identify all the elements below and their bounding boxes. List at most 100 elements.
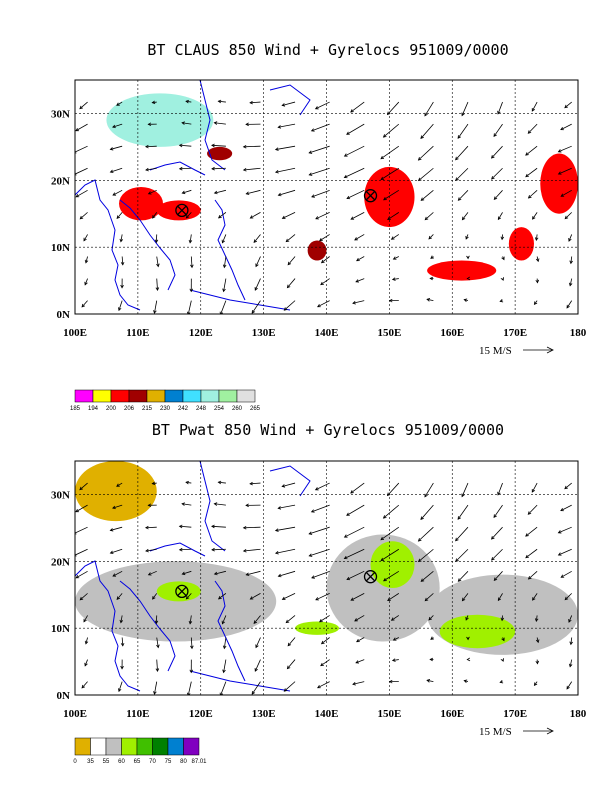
panel-2-y-tick: 20N bbox=[51, 556, 70, 568]
panel-1-wind-vector bbox=[500, 234, 505, 241]
panel-1-region-1 bbox=[156, 200, 201, 221]
panel-2-wind-vector bbox=[154, 615, 159, 625]
panel-1-wind-vector bbox=[222, 256, 227, 269]
panel-2-wind-vector bbox=[155, 659, 160, 672]
panel-2-wind-vector bbox=[147, 503, 157, 508]
panel-1-wind-vector bbox=[527, 190, 538, 199]
panel-1-wind-vector bbox=[188, 234, 193, 244]
panel-1-colorbar-swatch bbox=[110, 389, 130, 403]
panel-1-wind-vector bbox=[343, 145, 365, 157]
panel-1-wind-vector bbox=[116, 101, 123, 106]
panel-2-gyre-markers bbox=[175, 570, 378, 599]
panel-2-wind-vector bbox=[527, 571, 538, 580]
panel-2-wind-vector bbox=[557, 526, 572, 534]
panel-1-wind-vector bbox=[109, 145, 123, 151]
panel-1-wind-vector bbox=[274, 167, 296, 174]
panel-2-colorbar-swatch bbox=[105, 737, 122, 756]
panel-2-wind-vector bbox=[311, 570, 330, 579]
panel-2-wind-vector bbox=[109, 526, 123, 532]
panel-2-wind-vector bbox=[525, 548, 538, 559]
panel-1-wind-vector bbox=[118, 300, 123, 312]
panel-2-wind-vector bbox=[497, 593, 503, 602]
panel-2-wind-vector bbox=[242, 525, 261, 530]
panel-2-region-4 bbox=[370, 541, 415, 589]
panel-2-x-tick: 160E bbox=[440, 708, 464, 720]
panel-2-wind-vector bbox=[281, 482, 296, 488]
panel-1-wind-vector bbox=[356, 256, 365, 262]
panel-1-wind-vector bbox=[221, 234, 227, 244]
panel-1-colorbar-label: 206 bbox=[124, 406, 135, 412]
panel-1-wind-vector bbox=[81, 300, 88, 308]
panel-1-wind-vector bbox=[493, 123, 503, 137]
panel-1-wind-vector bbox=[390, 234, 400, 240]
panel-1-wind-vector bbox=[281, 212, 296, 219]
panel-1-wind-vector bbox=[534, 234, 539, 241]
panel-1-colorbar-swatch bbox=[200, 389, 220, 403]
panel-1-wind-vector bbox=[428, 234, 434, 240]
panel-2-wind-vector bbox=[320, 637, 330, 645]
panel-1-wind-vector bbox=[317, 300, 330, 308]
panel-2-wind-vector bbox=[461, 593, 469, 602]
panel-1-wind-vector bbox=[491, 145, 503, 159]
panel-2-wind-vector bbox=[424, 593, 434, 602]
panel-2-wind-vector bbox=[534, 615, 539, 622]
panel-2-wind-vector bbox=[213, 502, 226, 506]
panel-1-wind-vector bbox=[566, 300, 573, 309]
panel-1-wind-vector bbox=[429, 276, 434, 281]
panel-1-wind-vector bbox=[392, 256, 399, 260]
panel-1-wind-vector bbox=[457, 123, 469, 139]
panel-1-wind-vector bbox=[155, 278, 160, 291]
panel-2-x-tick: 140E bbox=[315, 708, 339, 720]
panel-1-wind-vector bbox=[79, 101, 88, 110]
panel-1-wind-vector bbox=[253, 234, 261, 244]
panel-1-wind-vector bbox=[285, 234, 296, 243]
panel-2-wind-vector bbox=[320, 659, 330, 667]
panel-1-x-tick: 170E bbox=[503, 327, 527, 339]
panel-1-wind-vector bbox=[531, 101, 538, 112]
panel-2-region-0 bbox=[75, 461, 157, 522]
panel-2-wind-vector bbox=[532, 593, 538, 601]
panel-1-y-tick: 0N bbox=[57, 309, 71, 321]
panel-2-x-tick: 180 bbox=[570, 708, 587, 720]
panel-1-wind-vector bbox=[310, 123, 330, 132]
panel-1-wind-vector bbox=[568, 234, 573, 242]
panel-2-wind-vector bbox=[466, 636, 470, 641]
panel-2-x-ticks: 100E 110E 120E 130E 140E 150E 160E 170E 180 bbox=[63, 708, 587, 720]
panel-1-wind-vector bbox=[346, 123, 365, 135]
panel-2-colorbar-swatch bbox=[152, 737, 169, 756]
panel-2-wind-vector bbox=[356, 637, 365, 643]
panel-2-wind-vector bbox=[222, 659, 227, 674]
panel-1-wind-vector bbox=[352, 300, 365, 305]
panel-2-wind-vector bbox=[420, 504, 434, 521]
panel-1-x-tick: 140E bbox=[315, 327, 339, 339]
panel-1-wind-vector bbox=[75, 189, 88, 198]
panel-1-wind-vector bbox=[249, 212, 261, 219]
panel-2-wind-vector bbox=[310, 504, 330, 513]
panel-2-wind-vector bbox=[281, 593, 296, 600]
panel-2-wind-vector bbox=[188, 615, 193, 625]
panel-1-wind-vector bbox=[79, 212, 88, 220]
panel-1-wind-vector bbox=[186, 300, 192, 314]
panel-2-colorbar-swatch bbox=[74, 737, 91, 756]
panel-1-wind-vector bbox=[557, 145, 572, 153]
panel-1-wind-vector bbox=[417, 145, 434, 161]
panel-1-wind-vector bbox=[383, 189, 400, 201]
panel-1-y-tick: 20N bbox=[51, 175, 70, 187]
panel-1-colorbar-label: 200 bbox=[106, 406, 117, 412]
panel-1-wind-vector bbox=[533, 300, 538, 306]
panel-1-wind-vector bbox=[532, 212, 538, 220]
panel-2-wind-vector bbox=[557, 548, 572, 556]
panel-2-coastlines bbox=[75, 461, 311, 692]
panel-2-wind-vector bbox=[189, 659, 194, 674]
panel-1-x-ticks: 100E 110E 120E 130E 140E 150E 160E 170E 180 bbox=[63, 327, 587, 339]
panel-2-y-tick: 10N bbox=[51, 623, 70, 635]
panel-1-wind-vector bbox=[75, 145, 88, 154]
panel-2-wind-vector bbox=[283, 681, 296, 692]
panel-1-wind-vector bbox=[320, 278, 330, 286]
panel-2-wind-vector bbox=[79, 593, 88, 601]
panel-1-wind-vector bbox=[499, 298, 504, 303]
panel-2-wind-vector bbox=[178, 547, 192, 552]
panel-1-wind-vector bbox=[568, 278, 573, 287]
panel-2-wind-vector bbox=[116, 482, 123, 487]
